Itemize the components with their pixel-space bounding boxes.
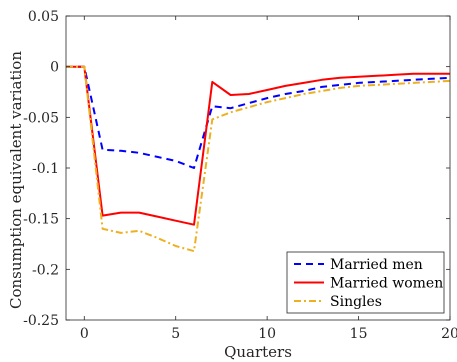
x-tick-label: 10: [258, 326, 276, 342]
y-tick-label: -0.1: [32, 161, 59, 177]
series-line-2: [66, 65, 450, 226]
legend-label-3: Singles: [330, 294, 382, 310]
y-tick-label: -0.2: [32, 262, 59, 278]
legend: Married men Married women Singles: [286, 251, 445, 314]
ticks-layer: 0 5 10 15 20 0.05 0 -0.05 -0.1 -0.15 -0.2 -0.25: [23, 9, 457, 342]
x-tick-label: 20: [441, 326, 457, 342]
series-layer: [66, 65, 451, 253]
x-tick-label: 15: [350, 326, 368, 342]
x-tick-label: 0: [80, 326, 89, 342]
y-tick-label: 0.05: [28, 9, 59, 25]
legend-label-1: Married men: [330, 257, 423, 273]
x-tick-label: 5: [171, 326, 180, 342]
y-tick-label: -0.15: [23, 212, 59, 228]
series-line-1: [66, 65, 451, 169]
y-tick-label: -0.05: [23, 110, 59, 126]
series-line-3: [66, 65, 451, 253]
x-axis-title: Quarters: [224, 343, 292, 361]
legend-label-2: Married women: [330, 276, 443, 292]
y-tick-label: -0.25: [23, 313, 59, 329]
y-tick-label: 0: [50, 60, 59, 76]
y-axis-title: Consumption equivalent variation: [7, 51, 25, 309]
